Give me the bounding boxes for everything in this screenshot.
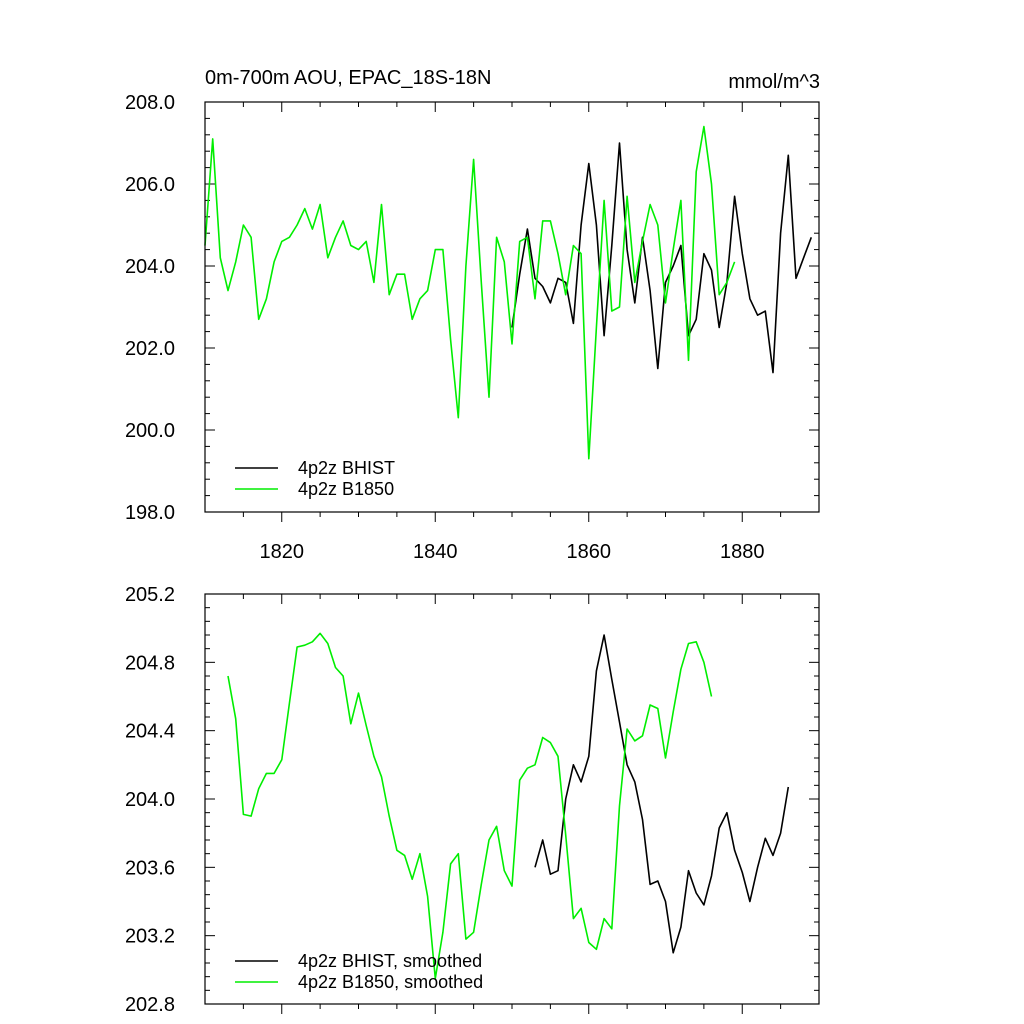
top-plot-frame	[204, 101, 820, 513]
chart-title: 0m-700m AOU, EPAC_18S-18N	[205, 67, 491, 89]
top-axis-ticks: 198.0 200.0 202.0 204.0 206.0 208.0 1820 1840 18…	[125, 92, 819, 563]
y-tick-label: 202.8	[125, 994, 175, 1016]
legend-label: 4p2z BHIST, smoothed	[298, 951, 482, 971]
x-tick-label: 1860	[567, 541, 612, 563]
y-tick-label: 204.4	[125, 721, 175, 743]
series-line-bhist	[511, 142, 813, 374]
x-tick-label: 1820	[260, 541, 305, 563]
legend-label: 4p2z BHIST	[298, 458, 395, 478]
y-tick-label: 206.0	[125, 174, 175, 196]
top-panel: 0m-700m AOU, EPAC_18S-18N mmol/m^3 198.0…	[125, 67, 820, 563]
y-tick-label: 203.2	[125, 926, 175, 948]
series-line-bhist	[534, 634, 790, 954]
units-label: mmol/m^3	[728, 71, 820, 93]
y-tick-label: 204.0	[125, 256, 175, 278]
legend-label: 4p2z B1850, smoothed	[298, 972, 483, 992]
x-tick-label: 1880	[720, 541, 765, 563]
bottom-series-group	[227, 632, 790, 980]
x-tick-label: 1840	[413, 541, 458, 563]
series-line-b1850	[227, 632, 713, 980]
series-line-b1850	[204, 125, 736, 460]
bottom-axis-ticks: 202.8 203.2 203.6 204.0 204.4 204.8 205.2	[125, 584, 819, 1016]
y-tick-label: 200.0	[125, 420, 175, 442]
legend-label: 4p2z B1850	[298, 479, 394, 499]
y-tick-label: 208.0	[125, 92, 175, 114]
y-tick-label: 204.0	[125, 789, 175, 811]
y-tick-label: 198.0	[125, 502, 175, 524]
bottom-panel: 202.8 203.2 203.6 204.0 204.4 204.8 205.2 4p2z…	[125, 584, 820, 1016]
y-tick-label: 202.0	[125, 338, 175, 360]
y-tick-label: 203.6	[125, 857, 175, 879]
y-tick-label: 205.2	[125, 584, 175, 606]
y-tick-label: 204.8	[125, 652, 175, 674]
bottom-plot-frame	[204, 593, 820, 1005]
top-series-group	[204, 125, 813, 460]
